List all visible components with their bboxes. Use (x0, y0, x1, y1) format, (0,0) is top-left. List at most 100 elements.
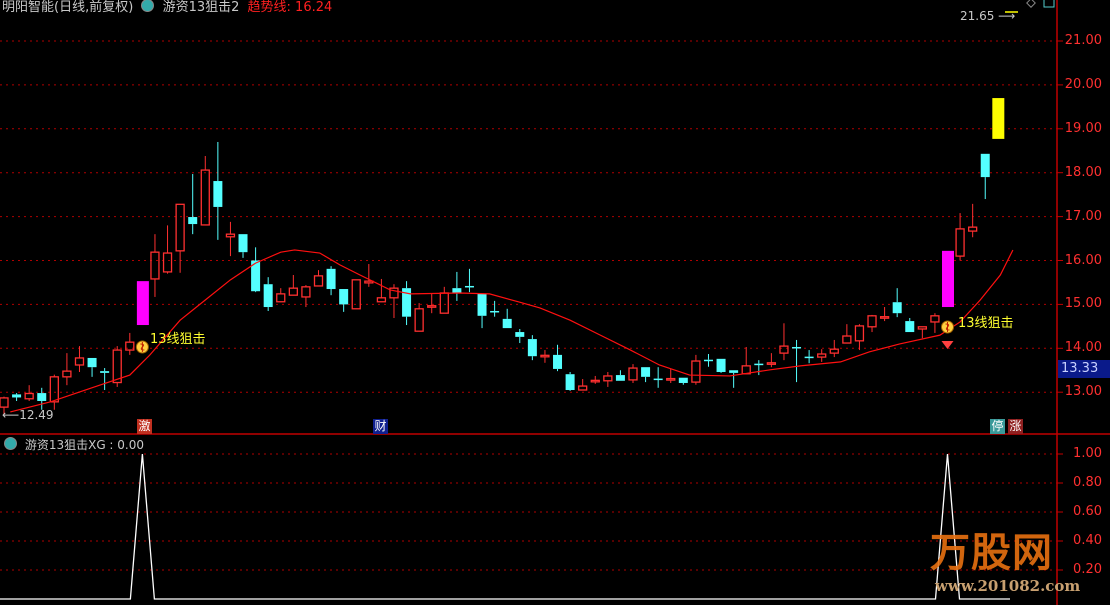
candle-up (376, 297, 387, 303)
trend-value: 趋势线: 16.24 (247, 0, 333, 15)
candle-up (276, 293, 286, 303)
candle-down (905, 321, 915, 333)
candle-down (716, 358, 726, 373)
candle-up (49, 376, 59, 403)
price-tick-label: 17.00 (1064, 208, 1102, 224)
candle-up (351, 279, 361, 310)
indicator-settings-icon[interactable] (4, 437, 17, 450)
candle-down (100, 371, 110, 373)
candle-up (691, 360, 701, 383)
candle-down (326, 268, 336, 290)
price-tick-label: 19.00 (1064, 120, 1102, 136)
xg-tick-label: 0.60 (1073, 504, 1102, 519)
candle-down (615, 375, 625, 381)
candle-up (879, 316, 890, 319)
candle-up (74, 357, 85, 366)
candle-up (766, 362, 777, 365)
signal-bar (136, 281, 149, 326)
candle-down (892, 302, 902, 314)
diamond-toggle-icon[interactable] (1026, 0, 1036, 8)
candle-down (527, 339, 537, 357)
candle-up (427, 305, 437, 308)
candle-down (339, 289, 349, 305)
price-tick-label: 20.00 (1064, 76, 1102, 92)
candle-up (439, 292, 449, 314)
candle-up (125, 341, 135, 351)
candle-down (641, 367, 651, 377)
signal-bar (942, 250, 954, 308)
candle-down (464, 285, 474, 288)
candle-down (402, 288, 412, 317)
candle-down (729, 370, 739, 373)
price-tick-label: 21.00 (1064, 33, 1102, 48)
candle-down (792, 346, 802, 349)
candle-up (364, 280, 374, 284)
xg-label[interactable]: 游资13狙击XG : 0.00 (24, 438, 145, 452)
candle-down (490, 310, 500, 313)
xg-tick-label: 0.80 (1073, 475, 1102, 490)
candle-up (0, 397, 9, 408)
candle-down (553, 354, 563, 369)
indicator-name[interactable]: 游资13狙击2 (162, 0, 240, 15)
signal-label-1: 13线狙击 (150, 332, 206, 347)
candle-down (213, 181, 223, 207)
dollar-sign-icon (140, 342, 145, 352)
candle-up (817, 353, 827, 358)
stock-title: 明阳智能(日线,前复权) (2, 0, 134, 15)
candle-up (301, 286, 311, 298)
candle-down (477, 293, 487, 316)
candle-down (37, 393, 47, 401)
candle-up (968, 226, 978, 232)
candle-down (263, 284, 273, 308)
candle-up (854, 325, 865, 342)
price-tick-label: 14.00 (1064, 340, 1102, 356)
price-tick-label: 13.00 (1064, 384, 1102, 400)
window-icon[interactable] (1043, 0, 1055, 8)
candle-up (540, 354, 550, 358)
candle-up (829, 348, 839, 354)
candle-down (515, 332, 525, 337)
xg-signal-line (0, 453, 1010, 600)
candle-down (238, 234, 248, 253)
signal-label-2: 13线狙击 (958, 316, 1014, 331)
watermark-url: www.201082.com (935, 577, 1081, 595)
candle-up (162, 252, 173, 273)
indicator-settings-icon[interactable] (141, 0, 155, 12)
price-tick-label: 18.00 (1064, 164, 1102, 180)
price-tick-label: 15.00 (1064, 296, 1102, 312)
candle-down (804, 356, 814, 359)
candle-down (653, 378, 663, 381)
candle-up (590, 379, 600, 383)
candle-up (200, 169, 210, 226)
candle-down (452, 288, 462, 293)
xg-tick-label: 0.20 (1073, 562, 1102, 577)
tag-zhang: 涨 (1008, 419, 1023, 434)
trend-line (10, 249, 1014, 413)
candle-down (565, 374, 575, 391)
candle-up (175, 203, 185, 252)
candle-up (578, 385, 588, 391)
candle-down (754, 363, 764, 366)
tag-ji: 激 (137, 419, 152, 434)
candle-up (917, 326, 927, 330)
candle-up (779, 345, 789, 354)
candle-up (603, 375, 613, 382)
candle-up (867, 315, 877, 328)
candle-down (188, 217, 198, 225)
current-price-box: 13.33 (1058, 360, 1110, 378)
xg-tick-label: 0.40 (1073, 533, 1102, 548)
watermark-logo: 万股网 (930, 530, 1053, 576)
candle-down (502, 318, 512, 329)
candle-up (150, 251, 160, 280)
limit-up-bar (992, 98, 1005, 139)
chart-header: 明阳智能(日线,前复权) 游资13狙击2 趋势线: 16.24 (2, 0, 336, 15)
candle-up (112, 349, 122, 384)
candle-down (251, 260, 261, 292)
candle-up (628, 367, 638, 381)
lower-panel-header: 游资13狙击XG : 0.00 (4, 436, 144, 453)
price-tick-label: 16.00 (1064, 252, 1102, 268)
high-price-label: 21.65 ⟶ (960, 9, 1016, 23)
candle-up (389, 287, 399, 299)
diamond-icon (941, 341, 954, 349)
